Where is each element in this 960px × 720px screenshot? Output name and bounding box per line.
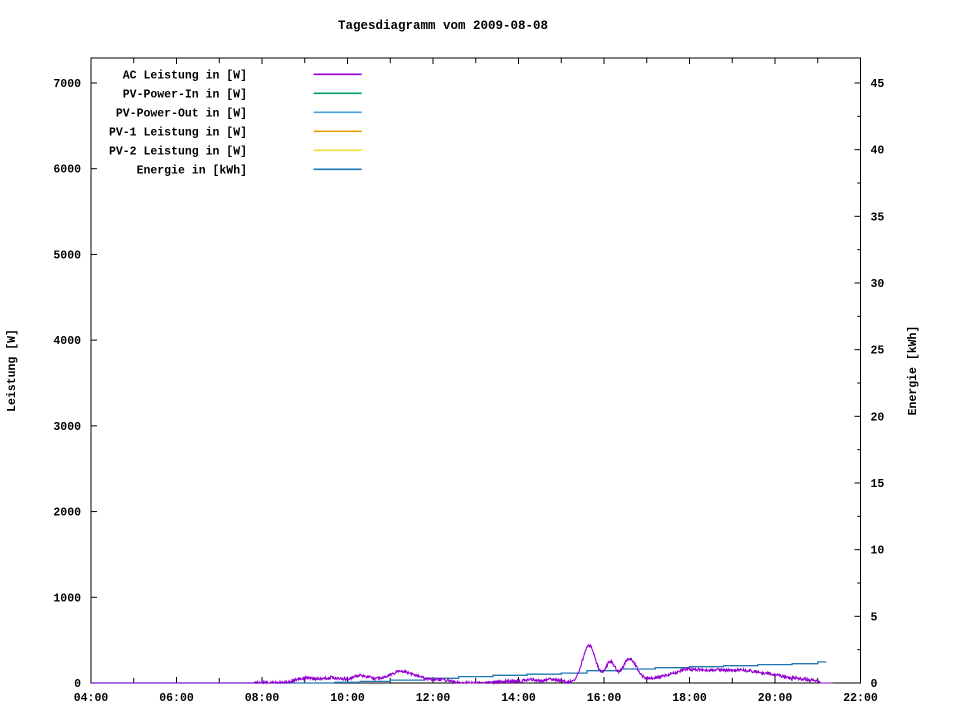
svg-text:PV-2 Leistung in [W]: PV-2 Leistung in [W] xyxy=(109,145,247,158)
svg-text:PV-Power-In in [W]: PV-Power-In in [W] xyxy=(123,88,247,101)
svg-text:30: 30 xyxy=(871,278,885,291)
svg-text:Energie [kWh]: Energie [kWh] xyxy=(907,326,920,416)
svg-text:5000: 5000 xyxy=(53,249,81,262)
svg-text:10:00: 10:00 xyxy=(330,692,365,705)
svg-text:Energie in [kWh]: Energie in [kWh] xyxy=(137,164,247,177)
svg-text:0: 0 xyxy=(74,678,81,691)
svg-text:12:00: 12:00 xyxy=(416,692,451,705)
svg-text:18:00: 18:00 xyxy=(672,692,707,705)
svg-text:45: 45 xyxy=(871,78,885,91)
svg-text:25: 25 xyxy=(871,345,885,358)
svg-text:20: 20 xyxy=(871,411,885,424)
svg-text:4000: 4000 xyxy=(53,335,81,348)
svg-text:PV-Power-Out in [W]: PV-Power-Out in [W] xyxy=(116,107,247,120)
svg-text:1000: 1000 xyxy=(53,592,81,605)
svg-text:2000: 2000 xyxy=(53,507,81,520)
svg-text:Leistung [W]: Leistung [W] xyxy=(6,329,19,412)
svg-text:06:00: 06:00 xyxy=(159,692,194,705)
svg-text:16:00: 16:00 xyxy=(587,692,622,705)
svg-text:08:00: 08:00 xyxy=(245,692,280,705)
svg-text:PV-1 Leistung in [W]: PV-1 Leistung in [W] xyxy=(109,126,247,139)
svg-text:35: 35 xyxy=(871,211,885,224)
svg-text:3000: 3000 xyxy=(53,421,81,434)
svg-text:14:00: 14:00 xyxy=(501,692,536,705)
svg-text:0: 0 xyxy=(871,678,878,691)
svg-text:6000: 6000 xyxy=(53,164,81,177)
svg-text:20:00: 20:00 xyxy=(758,692,793,705)
svg-text:5: 5 xyxy=(871,611,878,624)
svg-text:10: 10 xyxy=(871,545,885,558)
svg-text:7000: 7000 xyxy=(53,78,81,91)
svg-text:Tagesdiagramm vom 2009-08-08: Tagesdiagramm vom 2009-08-08 xyxy=(338,19,548,33)
svg-text:22:00: 22:00 xyxy=(843,692,878,705)
svg-text:15: 15 xyxy=(871,478,885,491)
svg-text:AC Leistung in [W]: AC Leistung in [W] xyxy=(123,69,247,82)
svg-text:04:00: 04:00 xyxy=(74,692,109,705)
svg-text:40: 40 xyxy=(871,145,885,158)
